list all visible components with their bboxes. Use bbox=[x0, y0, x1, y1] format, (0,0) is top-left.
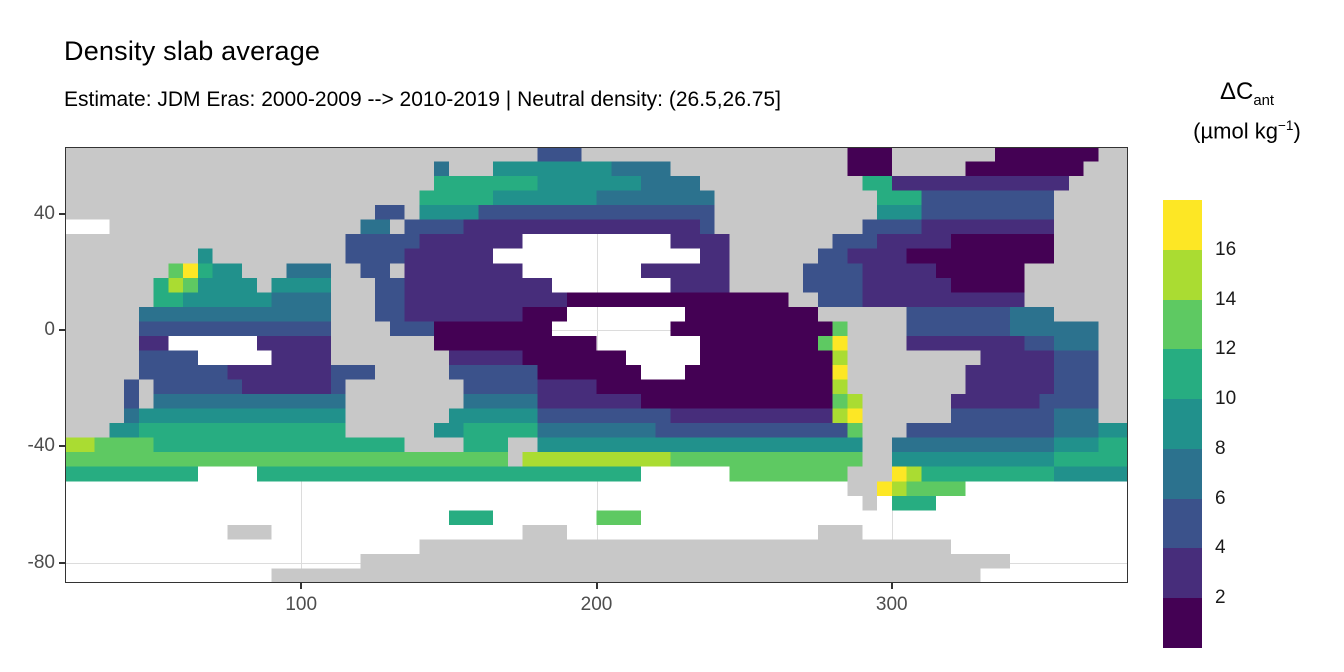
legend-units: (µmol kg−1) bbox=[1150, 118, 1344, 144]
legend-color-block bbox=[1163, 448, 1202, 499]
x-axis-tick-label: 100 bbox=[285, 594, 318, 615]
legend-color-block bbox=[1163, 299, 1202, 350]
y-axis-tick-label: 40 bbox=[33, 202, 55, 224]
chart-subtitle: Estimate: JDM Eras: 2000-2009 --> 2010-2… bbox=[64, 88, 781, 111]
legend-tick-label: 10 bbox=[1215, 388, 1237, 410]
x-axis-tick-label: 200 bbox=[580, 594, 613, 615]
legend-color-block bbox=[1163, 598, 1202, 649]
legend-title: ΔCant bbox=[1150, 78, 1344, 109]
legend-colorbar bbox=[1163, 200, 1202, 649]
x-axis-tick bbox=[890, 583, 893, 589]
legend-units-open: (µmol kg bbox=[1193, 118, 1278, 144]
map-panel bbox=[65, 147, 1128, 583]
chart-title: Density slab average bbox=[64, 36, 321, 66]
legend-color-block bbox=[1163, 349, 1202, 400]
legend-color-block bbox=[1163, 200, 1202, 250]
legend-color-block bbox=[1163, 498, 1202, 549]
legend-tick-label: 16 bbox=[1215, 238, 1237, 260]
legend-tick-label: 12 bbox=[1215, 338, 1237, 360]
legend-title-subscript: ant bbox=[1253, 92, 1275, 109]
legend-tick-label: 4 bbox=[1215, 537, 1226, 559]
x-axis-tick-label: 300 bbox=[875, 594, 908, 615]
x-axis-tick bbox=[300, 583, 303, 589]
y-axis-tick bbox=[59, 561, 65, 564]
y-axis-tick bbox=[59, 445, 65, 448]
legend-tick-label: 2 bbox=[1215, 587, 1226, 609]
legend-color-block bbox=[1163, 249, 1202, 300]
y-axis-tick bbox=[59, 212, 65, 215]
x-axis-tick bbox=[595, 583, 598, 589]
legend-tick-label: 8 bbox=[1215, 437, 1226, 459]
y-axis-tick-label: -40 bbox=[27, 435, 55, 457]
legend-units-close: ) bbox=[1293, 118, 1301, 144]
map-raster bbox=[65, 147, 1128, 583]
legend-tick-label: 6 bbox=[1215, 487, 1226, 509]
legend-title-main: ΔC bbox=[1219, 78, 1254, 105]
legend-units-superscript: −1 bbox=[1277, 118, 1294, 133]
legend-color-block bbox=[1163, 548, 1202, 599]
legend-tick-label: 14 bbox=[1215, 288, 1237, 310]
y-axis-tick-label: -80 bbox=[27, 551, 55, 573]
legend-color-block bbox=[1163, 399, 1202, 449]
gridline-horizontal bbox=[65, 330, 1128, 332]
y-axis-tick-label: 0 bbox=[44, 319, 55, 341]
y-axis-tick bbox=[59, 329, 65, 332]
